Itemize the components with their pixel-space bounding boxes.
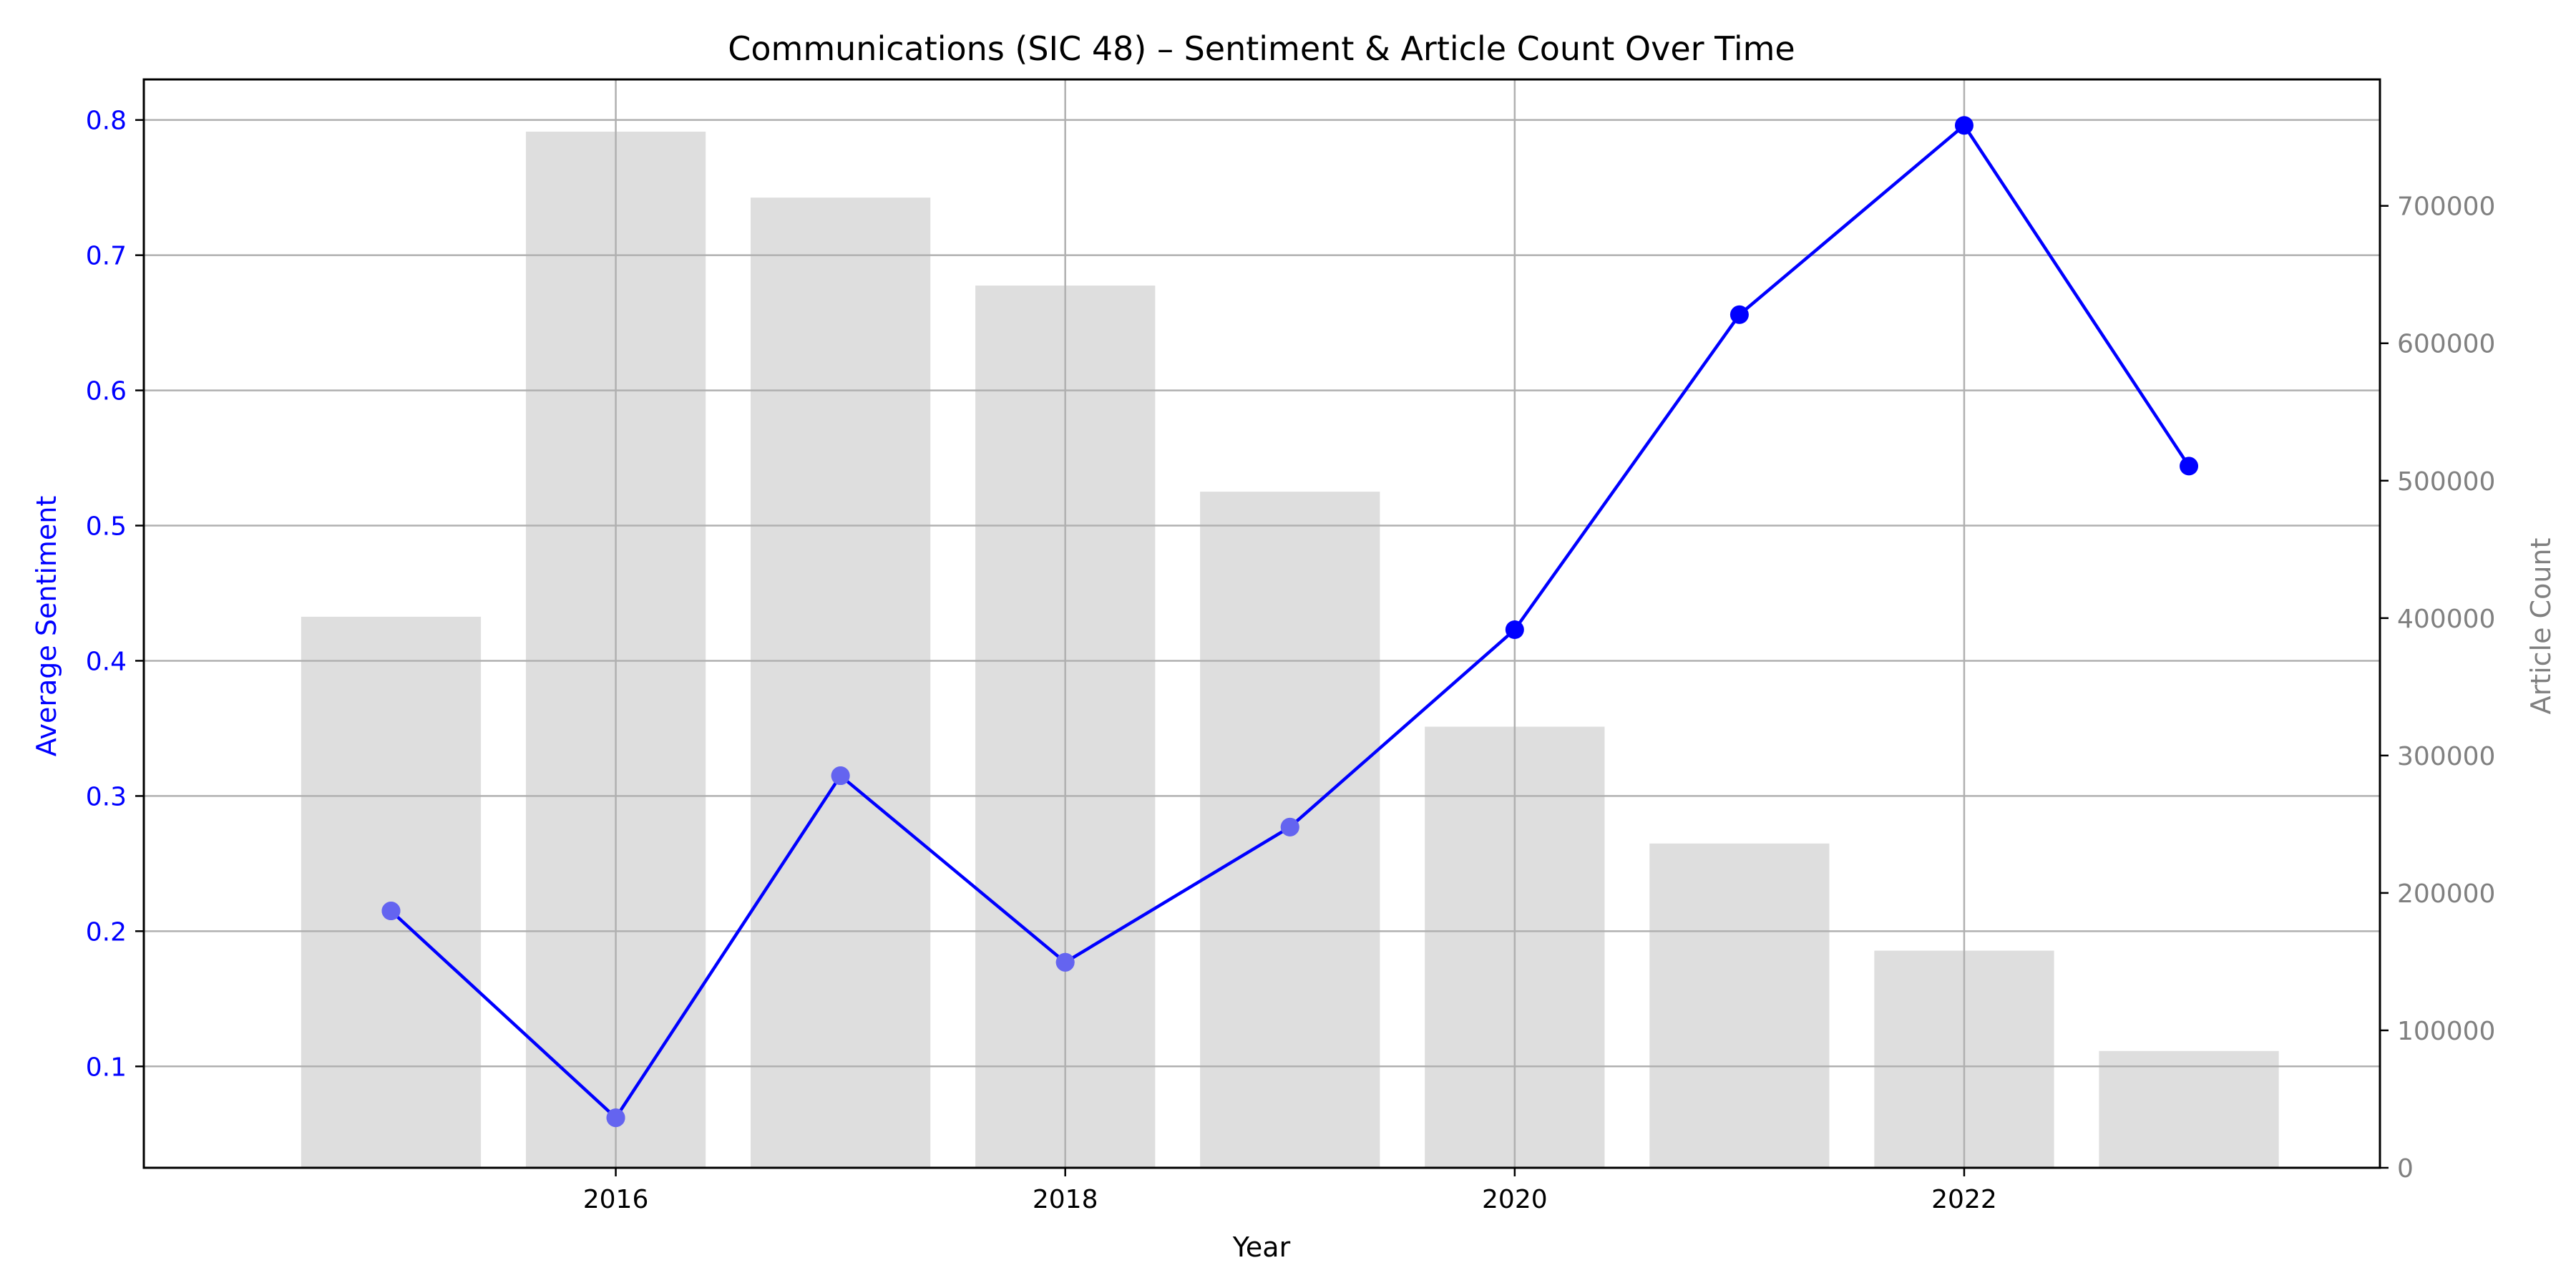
sentiment-point [1954,116,1974,135]
right-axis-ticks: 0 100000 200000 300000 400000 500000 600000 700… [2380,192,2495,1184]
sentiment-line [301,116,2278,1168]
right-tick-label: 400000 [2397,605,2495,634]
sentiment-line-tint [381,766,1299,1128]
right-tick-label: 600000 [2397,330,2495,359]
article-count-bar [301,616,482,1168]
sentiment-point [2180,457,2199,476]
bar-overlay [526,132,706,1168]
right-tick-label: 100000 [2397,1017,2495,1046]
sentiment-point-tint [1055,952,1075,972]
sentiment-point [831,766,850,786]
chart-title: Communications (SIC 48) – Sentiment & Ar… [728,29,1795,68]
sentiment-point-tint [381,902,401,921]
article-count-bar [2099,1050,2279,1168]
bar-overlay [751,197,930,1168]
left-axis-label: Average Sentiment [31,496,62,757]
article-count-bar [750,197,931,1169]
left-tick-label: 0.7 [86,242,127,271]
sentiment-point [1505,620,1524,640]
plot-frame [142,78,2381,1169]
sentiment-point [1280,817,1299,836]
sentiment-point-tint [831,766,850,786]
left-tick-label: 0.8 [86,107,127,136]
left-tick-label: 0.4 [86,647,127,676]
right-tick-label: 300000 [2397,742,2495,771]
right-tick-label: 700000 [2397,192,2495,222]
sentiment-point [381,902,401,921]
sentiment-point [606,1108,625,1128]
sentiment-point [1055,952,1075,972]
right-tick-label: 0 [2397,1154,2414,1184]
bar-overlay [975,286,1155,1168]
left-tick-label: 0.6 [86,377,127,406]
x-tick-label: 2018 [1033,1185,1098,1214]
x-tick-label: 2020 [1482,1185,1548,1214]
bar-overlay [1649,844,1829,1168]
right-axis-label: Article Count [2525,538,2557,715]
bar-overlay [1874,951,2054,1168]
bar-overlay [301,617,481,1168]
sentiment-point-tint [1280,817,1299,836]
sentiment-point-tint [606,1108,625,1128]
left-tick-label: 0.3 [86,782,127,811]
right-tick-label: 200000 [2397,879,2495,909]
sentiment-point [1729,305,1749,324]
left-axis-ticks: 0.1 0.2 0.3 0.4 0.5 0.6 0.7 0.8 [86,107,144,1082]
x-axis-ticks: 2016 2018 2020 2022 [583,1168,1997,1214]
grid-lines [144,79,2380,1168]
left-tick-label: 0.1 [86,1053,127,1082]
bar-overlay [2099,1051,2278,1168]
x-axis-label: Year [1232,1231,1291,1263]
article-count-bar [1649,843,1830,1168]
plot-border [142,78,2381,1169]
left-tick-label: 0.2 [86,917,127,947]
bar-overlay [1425,727,1604,1168]
left-tick-label: 0.5 [86,512,127,542]
right-tick-label: 500000 [2397,467,2495,497]
x-tick-label: 2016 [583,1185,649,1214]
x-tick-label: 2022 [1931,1185,1997,1214]
